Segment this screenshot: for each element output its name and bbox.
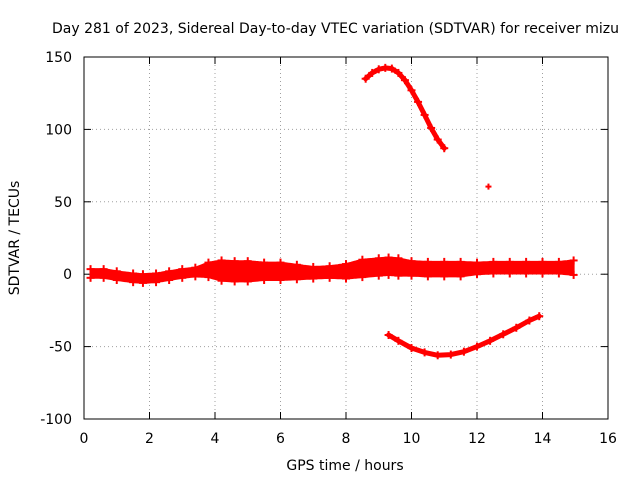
y-tick-label: 100 (45, 122, 72, 138)
y-tick-label: -100 (40, 412, 72, 428)
x-tick-label: 0 (80, 431, 89, 447)
y-tick-label: 150 (45, 50, 72, 66)
series-main-band (86, 253, 578, 287)
y-axis-label: SDTVAR / TECUs (7, 181, 23, 296)
axes-ticks: 0 2 4 6 8 10 12 14 16 -100 -50 0 50 100 150 (40, 50, 617, 447)
y-tick-label: 0 (63, 267, 72, 283)
x-tick-label: 12 (468, 431, 486, 447)
x-tick-label: 4 (211, 431, 220, 447)
series-upper-arc (361, 63, 449, 153)
x-tick-label: 2 (145, 431, 154, 447)
grid (84, 57, 608, 419)
band-area (89, 256, 575, 284)
x-tick-label: 6 (276, 431, 285, 447)
x-tick-label: 16 (599, 431, 617, 447)
chart-title: Day 281 of 2023, Sidereal Day-to-day VTE… (52, 21, 619, 37)
y-tick-label: -50 (49, 340, 72, 356)
x-tick-label: 14 (534, 431, 552, 447)
series-isolated-point (485, 183, 492, 190)
x-tick-label: 10 (403, 431, 421, 447)
y-tick-label: 50 (54, 195, 72, 211)
data-layer (86, 63, 578, 360)
series-lower-arc (384, 312, 544, 360)
x-tick-label: 8 (342, 431, 351, 447)
x-axis-label: GPS time / hours (286, 458, 403, 474)
